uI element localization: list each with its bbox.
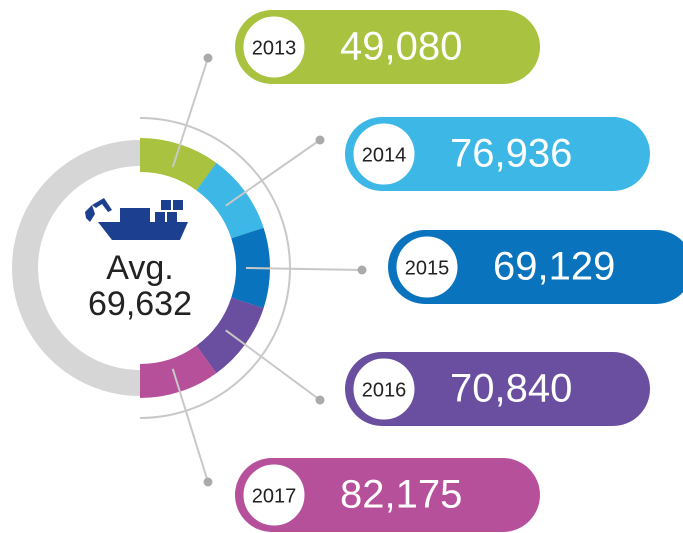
year-badge <box>393 233 461 301</box>
center-value: 69,632 <box>88 285 192 323</box>
connector-dot <box>315 395 325 405</box>
connector-dot <box>203 477 213 487</box>
value-label: 69,129 <box>493 245 615 289</box>
center-label: Avg. <box>106 249 173 287</box>
value-label: 70,840 <box>450 367 572 411</box>
value-pill <box>235 458 540 532</box>
ring-segment <box>196 162 264 239</box>
year-label: 2015 <box>405 257 450 279</box>
connector <box>171 368 209 483</box>
year-label: 2014 <box>362 144 407 166</box>
year-label: 2013 <box>252 37 297 59</box>
year-badge <box>350 120 418 188</box>
value-label: 82,175 <box>340 473 462 517</box>
year-badge <box>350 355 418 423</box>
value-pill <box>345 352 650 426</box>
connector-dot <box>357 265 367 275</box>
connector <box>225 329 321 401</box>
year-label: 2017 <box>252 485 297 507</box>
value-label: 76,936 <box>450 132 572 176</box>
ring-segment <box>196 297 264 374</box>
value-label: 49,080 <box>340 25 462 69</box>
ship-icon <box>85 198 188 240</box>
year-items: 2013 49,080 2014 76,936 2015 69,129 2016 70,840… <box>235 10 683 532</box>
connector <box>225 139 321 207</box>
year-badge <box>240 13 308 81</box>
connector-dot <box>203 53 213 63</box>
ring-segments <box>140 53 367 487</box>
year-label: 2016 <box>362 379 407 401</box>
value-pill <box>345 117 650 191</box>
connector-dot <box>315 135 325 145</box>
year-badge <box>240 461 308 529</box>
value-pill <box>388 230 683 304</box>
connector <box>171 57 209 168</box>
ring-segment <box>140 345 217 398</box>
connector <box>245 267 363 271</box>
ring-segment <box>140 138 217 191</box>
value-pill <box>235 10 540 84</box>
